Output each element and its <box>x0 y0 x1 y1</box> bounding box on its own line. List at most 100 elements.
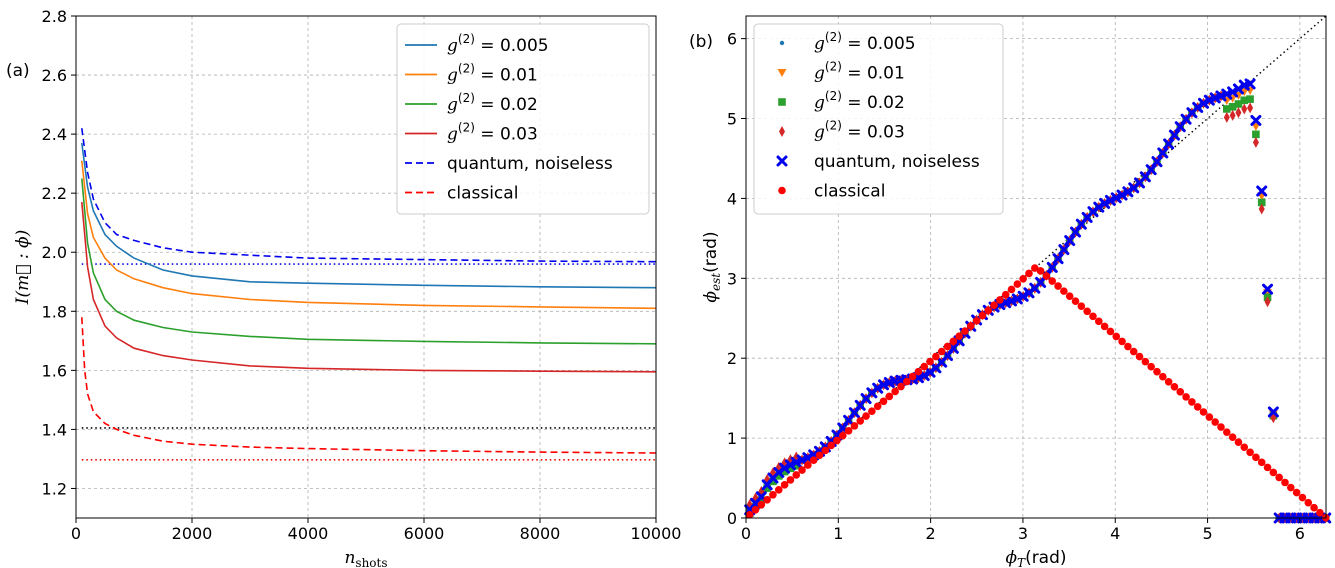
data-point <box>1013 280 1022 288</box>
data-point <box>1129 347 1138 356</box>
x-tick-label: 4 <box>1110 524 1120 543</box>
data-point <box>838 431 847 440</box>
y-axis-label: I(m⃗ : ϕ) <box>13 230 33 305</box>
data-point <box>1229 109 1236 121</box>
data-point <box>926 357 934 366</box>
y-tick-label: 6 <box>727 30 737 49</box>
y-tick-label: 4 <box>727 189 737 208</box>
data-point <box>757 500 766 509</box>
data-point <box>868 407 876 415</box>
data-point <box>1153 367 1161 376</box>
data-point <box>1256 185 1268 197</box>
plot-frame <box>75 15 657 519</box>
data-point <box>1147 362 1155 371</box>
x-tick-label: 2000 <box>172 524 213 543</box>
x-tick-label: 0 <box>71 524 81 543</box>
data-point <box>1052 253 1064 265</box>
data-point <box>1262 283 1274 295</box>
data-point <box>1193 403 1202 411</box>
data-point <box>1036 267 1045 275</box>
data-point <box>920 362 929 371</box>
data-point <box>792 471 801 479</box>
y-tick-label: 5 <box>727 110 737 129</box>
data-point <box>1141 357 1150 366</box>
data-point <box>1083 307 1091 316</box>
data-point <box>1151 156 1163 168</box>
data-point <box>1310 503 1318 512</box>
data-point <box>809 456 818 464</box>
legend-entry: classical <box>447 184 518 204</box>
data-point <box>763 484 771 492</box>
data-point <box>780 467 789 476</box>
data-point <box>1257 458 1266 467</box>
data-point <box>1257 198 1266 207</box>
data-point <box>1099 197 1111 209</box>
data-point <box>1211 418 1219 426</box>
data-point <box>1292 488 1301 497</box>
data-point <box>1145 164 1157 176</box>
data-point <box>1019 274 1027 283</box>
panel-label: (b) <box>689 32 713 52</box>
data-point <box>1269 468 1278 477</box>
data-point <box>769 490 777 499</box>
data-point <box>1275 473 1283 482</box>
data-point <box>1246 448 1254 457</box>
data-point <box>897 382 905 391</box>
data-point <box>776 155 788 167</box>
y-tick-label: 0 <box>727 509 737 528</box>
data-point <box>1093 201 1105 213</box>
series-line <box>81 142 657 289</box>
data-point <box>777 69 787 77</box>
data-point <box>978 311 987 320</box>
data-point <box>879 397 888 406</box>
data-point <box>1228 103 1237 111</box>
data-point <box>1042 272 1051 280</box>
data-point <box>763 495 771 504</box>
y-tick-label: 2.2 <box>42 184 67 203</box>
data-point <box>1223 105 1231 113</box>
data-point <box>1095 317 1103 326</box>
data-point <box>856 417 865 425</box>
data-point <box>1198 97 1210 109</box>
data-point <box>1182 393 1190 401</box>
data-point <box>780 481 789 489</box>
data-point <box>1030 264 1039 272</box>
data-point <box>1159 372 1167 381</box>
data-point <box>757 496 766 504</box>
data-point <box>1250 114 1262 126</box>
data-point <box>1007 285 1016 294</box>
data-point <box>1176 388 1185 396</box>
data-point <box>1001 290 1010 299</box>
data-point <box>1124 342 1132 351</box>
y-tick-label: 2.8 <box>42 7 67 26</box>
data-point <box>1089 312 1097 321</box>
data-point <box>1011 293 1023 305</box>
panel-a-chart: 0 2000 4000 6000 8000 10000 1.2 1.4 1.6 1.8 2.0 2.2… <box>6 7 681 568</box>
data-point <box>1223 111 1230 123</box>
data-point <box>1118 337 1126 346</box>
y-tick-label: 2.6 <box>42 66 67 85</box>
data-point <box>1199 408 1208 416</box>
y-tick-label: 1.8 <box>42 302 67 321</box>
y-tick-label: 3 <box>727 269 737 288</box>
y-tick-label: 2.4 <box>42 125 67 144</box>
data-point <box>873 402 882 411</box>
data-point <box>1064 235 1076 247</box>
data-point <box>778 186 786 195</box>
data-point <box>1110 192 1122 204</box>
x-tick-label: 1 <box>833 524 843 543</box>
data-point <box>1228 433 1237 441</box>
data-point <box>1251 122 1261 131</box>
legend-entry: g(2) = 0.01 <box>447 62 538 86</box>
data-point <box>1316 508 1324 517</box>
data-point <box>779 40 785 46</box>
legend-entry: quantum, noiseless <box>814 152 980 172</box>
data-point <box>996 296 1004 304</box>
y-tick-label: 1 <box>727 429 737 448</box>
legend-box <box>753 23 1004 215</box>
data-point <box>745 511 754 519</box>
series-line <box>81 128 657 263</box>
data-point <box>804 461 812 469</box>
data-point <box>1258 203 1265 215</box>
